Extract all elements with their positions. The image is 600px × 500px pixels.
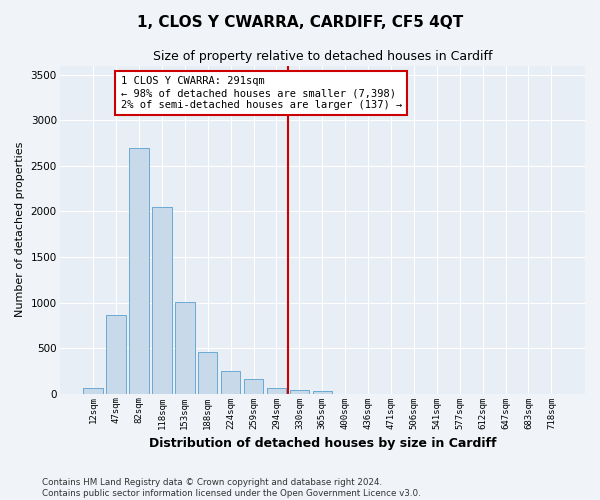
Bar xyxy=(267,388,286,394)
Text: 1, CLOS Y CWARRA, CARDIFF, CF5 4QT: 1, CLOS Y CWARRA, CARDIFF, CF5 4QT xyxy=(137,15,463,30)
Bar xyxy=(106,316,126,394)
Bar xyxy=(175,302,194,394)
Bar xyxy=(198,352,217,394)
Bar xyxy=(83,388,103,394)
Bar xyxy=(290,390,309,394)
X-axis label: Distribution of detached houses by size in Cardiff: Distribution of detached houses by size … xyxy=(149,437,496,450)
Bar xyxy=(221,371,241,394)
Bar xyxy=(313,391,332,394)
Title: Size of property relative to detached houses in Cardiff: Size of property relative to detached ho… xyxy=(152,50,492,63)
Bar xyxy=(244,379,263,394)
Y-axis label: Number of detached properties: Number of detached properties xyxy=(15,142,25,318)
Text: 1 CLOS Y CWARRA: 291sqm
← 98% of detached houses are smaller (7,398)
2% of semi-: 1 CLOS Y CWARRA: 291sqm ← 98% of detache… xyxy=(121,76,402,110)
Text: Contains HM Land Registry data © Crown copyright and database right 2024.
Contai: Contains HM Land Registry data © Crown c… xyxy=(42,478,421,498)
Bar xyxy=(129,148,149,394)
Bar xyxy=(152,207,172,394)
